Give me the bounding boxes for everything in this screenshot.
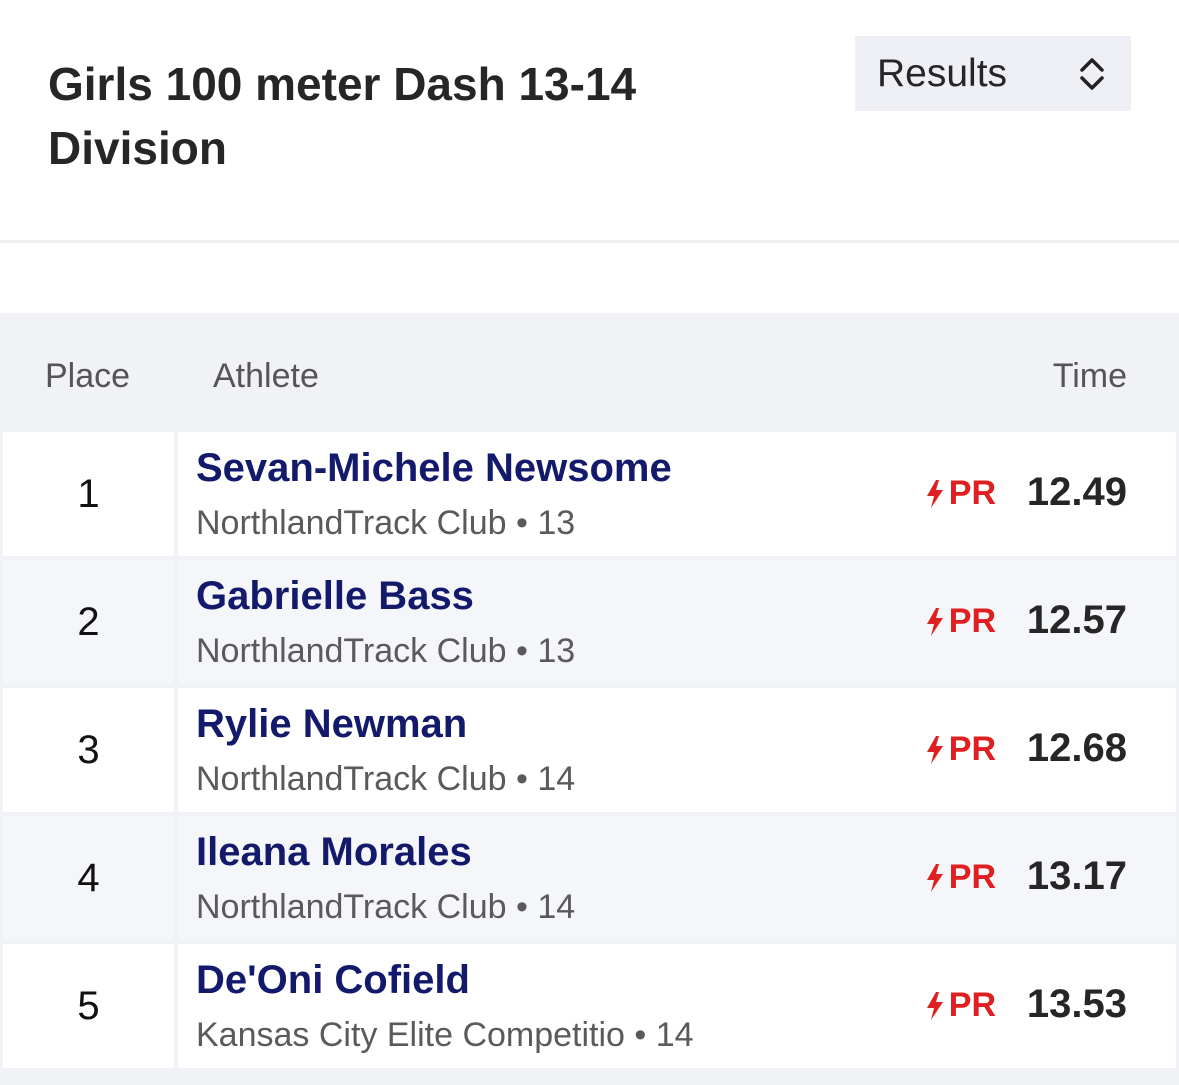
- bullet-separator: •: [506, 760, 538, 798]
- athlete-team-age: NorthlandTrack Club • 13: [196, 632, 575, 671]
- pr-label: PR: [948, 730, 996, 768]
- place-cell: 2: [77, 599, 100, 644]
- view-select-label: Results: [877, 51, 1008, 95]
- column-header-place: Place: [45, 357, 131, 395]
- table-row[interactable]: 5 De'Oni Cofield Kansas City Elite Competi…: [3, 944, 1176, 1068]
- athlete-age: 14: [537, 888, 576, 926]
- result-time: 12.57: [1026, 598, 1127, 642]
- event-title: Girls 100 meter Dash 13-14 Division: [48, 58, 637, 174]
- athlete-name-link[interactable]: Gabrielle Bass: [196, 574, 474, 618]
- athlete-team: NorthlandTrack Club: [196, 888, 507, 926]
- column-separator: [174, 432, 178, 556]
- athlete-team-age: NorthlandTrack Club • 13: [196, 504, 575, 543]
- column-separator: [174, 560, 178, 684]
- place-cell: 4: [77, 855, 100, 900]
- athlete-name-link[interactable]: Sevan-Michele Newsome: [196, 446, 672, 490]
- athlete-name-link[interactable]: Ileana Morales: [196, 830, 472, 874]
- pr-badge: PR: [925, 986, 996, 1025]
- lightning-bolt-icon: [926, 991, 943, 1020]
- athlete-name-link[interactable]: De'Oni Cofield: [196, 958, 470, 1002]
- result-time: 13.17: [1026, 854, 1127, 898]
- bullet-separator: •: [506, 504, 538, 542]
- table-header: Place Athlete Time: [3, 313, 1176, 432]
- table-row[interactable]: 1 Sevan-Michele Newsome NorthlandTrack Clu…: [3, 432, 1176, 556]
- result-time: 12.49: [1026, 470, 1127, 514]
- athlete-age: 14: [655, 1016, 694, 1054]
- column-separator: [174, 944, 178, 1068]
- column-separator: [174, 816, 178, 940]
- lightning-bolt-icon: [926, 607, 943, 636]
- column-header-time: Time: [1052, 357, 1127, 395]
- view-select[interactable]: Results: [855, 36, 1131, 111]
- table-row[interactable]: 2 Gabrielle Bass NorthlandTrack Club • 13 P…: [3, 560, 1176, 684]
- table-row[interactable]: 3 Rylie Newman NorthlandTrack Club • 14 PR 1…: [3, 688, 1176, 812]
- place-cell: 1: [77, 471, 100, 516]
- athlete-team-age: Kansas City Elite Competitio • 14: [196, 1016, 694, 1055]
- athlete-age: 14: [537, 760, 576, 798]
- lightning-bolt-icon: [926, 863, 943, 892]
- athlete-team: Kansas City Elite Competitio: [196, 1016, 625, 1054]
- bullet-separator: •: [506, 888, 538, 926]
- place-cell: 3: [77, 727, 100, 772]
- result-time: 12.68: [1026, 726, 1127, 770]
- table-row[interactable]: 4 Ileana Morales NorthlandTrack Club • 14 P…: [3, 816, 1176, 940]
- athlete-age: 13: [537, 504, 576, 542]
- results-rows: 1 Sevan-Michele Newsome NorthlandTrack Clu…: [3, 432, 1176, 1068]
- chevron-up-down-icon: [1075, 52, 1109, 96]
- result-time: 13.53: [1026, 982, 1127, 1026]
- section-divider: [0, 240, 1179, 243]
- athlete-name-link[interactable]: Rylie Newman: [196, 702, 468, 746]
- athlete-team: NorthlandTrack Club: [196, 760, 507, 798]
- athlete-team: NorthlandTrack Club: [196, 504, 507, 542]
- place-cell: 5: [77, 983, 100, 1028]
- pr-badge: PR: [925, 602, 996, 641]
- pr-label: PR: [948, 474, 996, 512]
- pr-badge: PR: [925, 474, 996, 513]
- lightning-bolt-icon: [926, 735, 943, 764]
- athlete-team-age: NorthlandTrack Club • 14: [196, 888, 575, 927]
- results-table: Place Athlete Time 1 Sevan-Michele Newsom…: [0, 313, 1179, 1085]
- lightning-bolt-icon: [926, 479, 943, 508]
- athlete-team-age: NorthlandTrack Club • 14: [196, 760, 575, 799]
- column-header-athlete: Athlete: [213, 357, 319, 395]
- athlete-age: 13: [537, 632, 576, 670]
- pr-label: PR: [948, 602, 996, 640]
- column-separator: [174, 688, 178, 812]
- pr-label: PR: [948, 858, 996, 896]
- pr-label: PR: [948, 986, 996, 1024]
- pr-badge: PR: [925, 858, 996, 897]
- pr-badge: PR: [925, 730, 996, 769]
- bullet-separator: •: [506, 632, 538, 670]
- bullet-separator: •: [624, 1016, 656, 1054]
- athlete-team: NorthlandTrack Club: [196, 632, 507, 670]
